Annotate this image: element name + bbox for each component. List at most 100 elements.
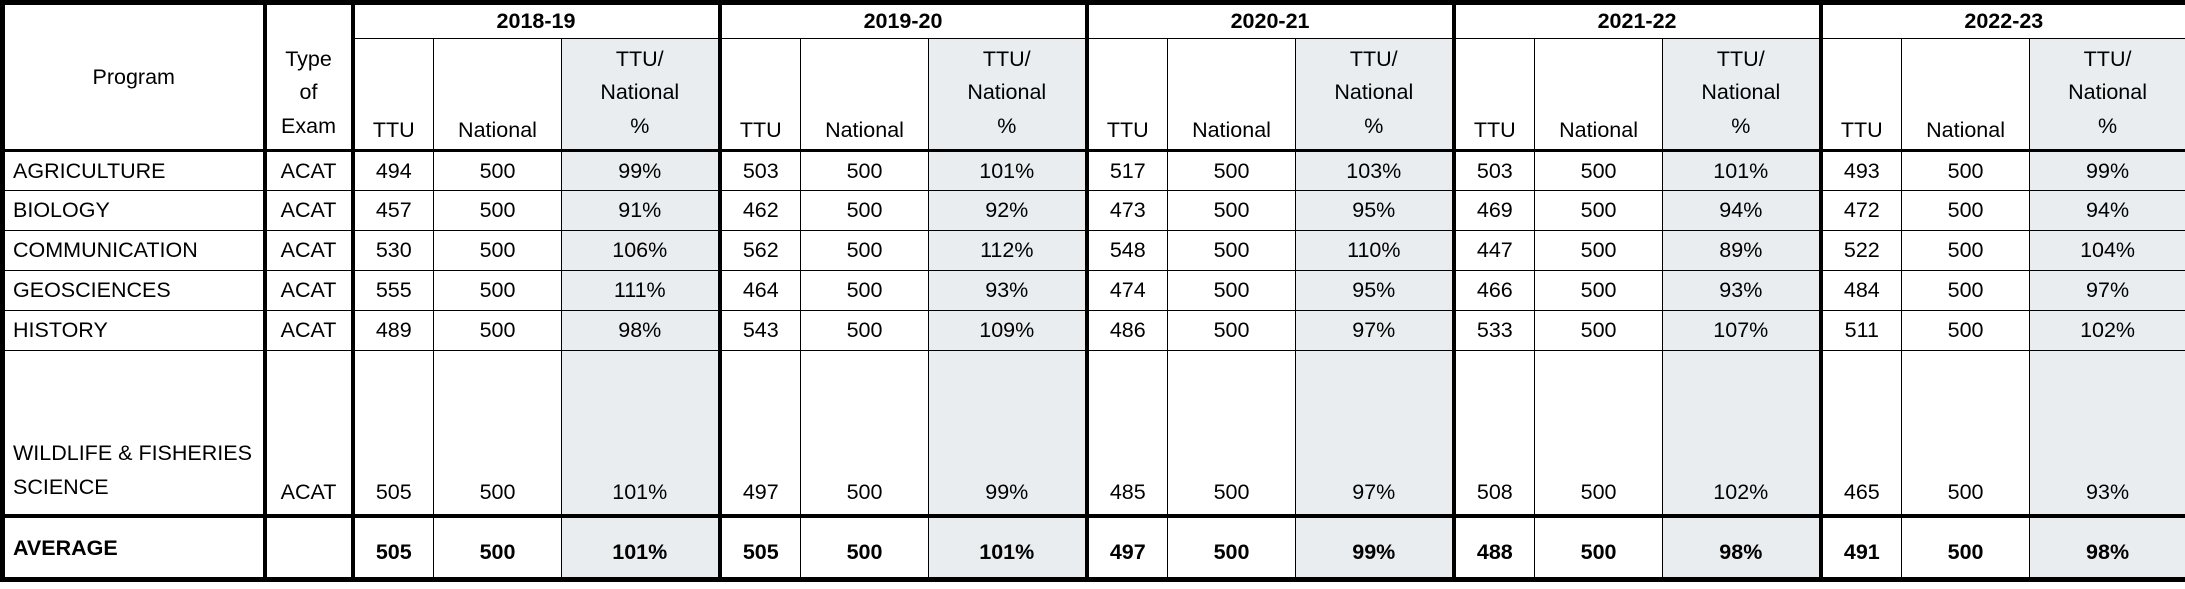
national-score: 500 bbox=[1901, 350, 2031, 516]
exam-type: ACAT bbox=[262, 230, 353, 271]
ttu-score: 473 bbox=[1084, 190, 1169, 231]
program-name: COMMUNICATION bbox=[2, 230, 265, 271]
ttu-score: 457 bbox=[350, 190, 434, 231]
ttu-score: 447 bbox=[1451, 230, 1536, 271]
ttu-score: 533 bbox=[1451, 310, 1536, 351]
ttu-national-pct: 93% bbox=[928, 270, 1088, 311]
ttu-score: 465 bbox=[1818, 350, 1903, 516]
national-score: 500 bbox=[1167, 350, 1297, 516]
program-row: AGRICULTURE ACAT 494 500 99% 503 500 101% 517 500… bbox=[2, 150, 2185, 191]
ratio-header-line: National bbox=[600, 80, 680, 105]
national-score: 500 bbox=[800, 150, 930, 191]
ttu-score: 522 bbox=[1818, 230, 1903, 271]
ttu-national-pct: 111% bbox=[560, 270, 721, 311]
year-header-2021-22: 2021-22 bbox=[1451, 2, 1822, 39]
national-column-header: National bbox=[1901, 38, 2031, 152]
ratio-header-line: % bbox=[1731, 113, 1751, 138]
exam-type: ACAT bbox=[262, 190, 353, 231]
national-score: 500 bbox=[1534, 150, 1664, 191]
ttu-score: 497 bbox=[717, 350, 802, 516]
ratio-header-line: TTU/ bbox=[1349, 47, 1398, 72]
average-row-label: AVERAGE bbox=[2, 513, 265, 580]
ratio-header-line: % bbox=[2098, 113, 2118, 138]
year-header-2020-21: 2020-21 bbox=[1084, 2, 1455, 39]
program-row: COMMUNICATION ACAT 530 500 106% 562 500 112% 548… bbox=[2, 230, 2185, 271]
ttu-score: 469 bbox=[1451, 190, 1536, 231]
ttu-score: 530 bbox=[350, 230, 434, 271]
ttu-national-pct-column-header: TTU/ National % bbox=[2029, 38, 2185, 152]
ratio-header-line: TTU/ bbox=[2083, 47, 2132, 72]
ttu-score: 485 bbox=[1084, 350, 1169, 516]
ttu-national-pct: 98% bbox=[1662, 513, 1822, 580]
program-name: AGRICULTURE bbox=[2, 150, 265, 191]
ttu-score: 503 bbox=[1451, 150, 1536, 191]
table-header: Program Type of Exam 2018-19 2019-20 202… bbox=[2, 2, 2185, 152]
ttu-national-pct: 101% bbox=[928, 513, 1088, 580]
ttu-score: 488 bbox=[1451, 513, 1536, 580]
ratio-header-line: TTU/ bbox=[615, 47, 664, 72]
ttu-national-pct-column-header: TTU/ National % bbox=[928, 38, 1088, 152]
program-name: WILDLIFE & FISHERIES SCIENCE bbox=[2, 350, 265, 516]
ttu-national-pct: 99% bbox=[928, 350, 1088, 516]
ttu-national-pct: 89% bbox=[1662, 230, 1822, 271]
year-header-2022-23: 2022-23 bbox=[1818, 2, 2185, 39]
national-column-header: National bbox=[433, 38, 562, 152]
ttu-score: 511 bbox=[1818, 310, 1903, 351]
ttu-score: 505 bbox=[350, 513, 434, 580]
exam-type: ACAT bbox=[262, 270, 353, 311]
ttu-column-header: TTU bbox=[350, 38, 434, 152]
program-row: GEOSCIENCES ACAT 555 500 111% 464 500 93% 474 500… bbox=[2, 270, 2185, 311]
ratio-header-line: National bbox=[2068, 80, 2147, 105]
national-score: 500 bbox=[433, 190, 562, 231]
ttu-column-header: TTU bbox=[1084, 38, 1169, 152]
ttu-score: 508 bbox=[1451, 350, 1536, 516]
ttu-score: 543 bbox=[717, 310, 802, 351]
ttu-national-pct: 109% bbox=[928, 310, 1088, 351]
ttu-national-pct: 112% bbox=[928, 230, 1088, 271]
ttu-column-header: TTU bbox=[1451, 38, 1536, 152]
program-name: HISTORY bbox=[2, 310, 265, 351]
national-column-header: National bbox=[800, 38, 930, 152]
national-score: 500 bbox=[433, 230, 562, 271]
ttu-score: 494 bbox=[350, 150, 434, 191]
ttu-national-pct: 106% bbox=[560, 230, 721, 271]
ttu-score: 503 bbox=[717, 150, 802, 191]
ttu-national-pct: 102% bbox=[2029, 310, 2185, 351]
national-score: 500 bbox=[1901, 310, 2031, 351]
table-body: AGRICULTURE ACAT 494 500 99% 503 500 101% 517 500… bbox=[2, 150, 2185, 516]
ttu-national-pct-column-header: TTU/ National % bbox=[560, 38, 721, 152]
ttu-score: 555 bbox=[350, 270, 434, 311]
national-score: 500 bbox=[1534, 513, 1664, 580]
national-score: 500 bbox=[1534, 350, 1664, 516]
ttu-national-pct: 99% bbox=[2029, 150, 2185, 191]
program-column-header: Program bbox=[2, 2, 265, 152]
subcolumn-header-row: TTU National TTU/ National % TTU Nationa… bbox=[3, 38, 2185, 152]
ratio-header-line: % bbox=[1364, 113, 1384, 138]
ttu-national-pct: 107% bbox=[1662, 310, 1822, 351]
ttu-national-pct: 101% bbox=[560, 350, 721, 516]
ttu-national-pct: 92% bbox=[928, 190, 1088, 231]
ttu-score: 497 bbox=[1084, 513, 1169, 580]
national-score: 500 bbox=[800, 230, 930, 271]
national-score: 500 bbox=[1167, 190, 1297, 231]
national-score: 500 bbox=[1534, 310, 1664, 351]
ttu-national-pct: 93% bbox=[2029, 350, 2185, 516]
ttu-national-pct: 102% bbox=[1662, 350, 1822, 516]
national-score: 500 bbox=[800, 350, 930, 516]
ttu-score: 505 bbox=[717, 513, 802, 580]
national-score: 500 bbox=[1167, 310, 1297, 351]
year-header-2019-20: 2019-20 bbox=[717, 2, 1088, 39]
ttu-national-pct: 103% bbox=[1295, 150, 1455, 191]
ttu-score: 493 bbox=[1818, 150, 1903, 191]
national-column-header: National bbox=[1534, 38, 1664, 152]
national-score: 500 bbox=[1167, 150, 1297, 191]
program-row: WILDLIFE & FISHERIES SCIENCE ACAT 505 500 10… bbox=[2, 350, 2185, 516]
ttu-score: 472 bbox=[1818, 190, 1903, 231]
national-score: 500 bbox=[433, 150, 562, 191]
ttu-national-pct: 99% bbox=[1295, 513, 1455, 580]
ttu-national-pct: 110% bbox=[1295, 230, 1455, 271]
ratio-header-line: % bbox=[997, 113, 1017, 138]
ttu-national-pct: 97% bbox=[2029, 270, 2185, 311]
program-name: GEOSCIENCES bbox=[2, 270, 265, 311]
national-score: 500 bbox=[433, 513, 562, 580]
